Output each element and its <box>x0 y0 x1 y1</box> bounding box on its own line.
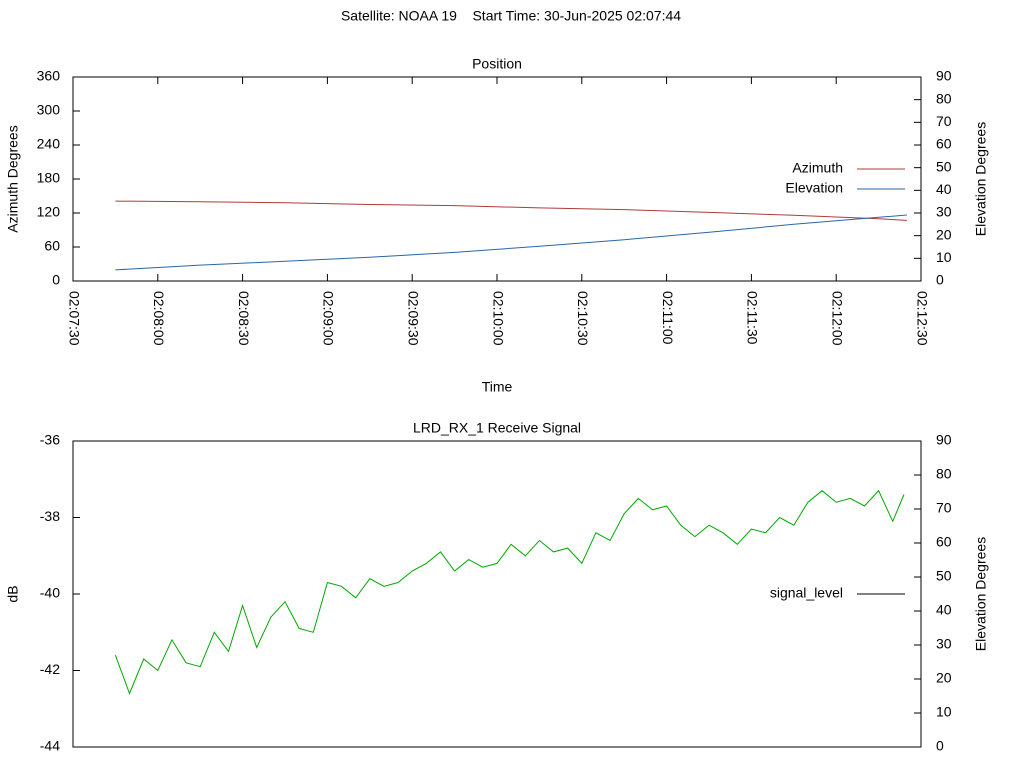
y2-tick-label: 0 <box>936 272 944 288</box>
y2-tick-label: 40 <box>936 602 952 618</box>
y-tick-label: 240 <box>37 136 61 152</box>
y2-tick-label: 0 <box>936 738 944 754</box>
y2-tick-label: 50 <box>936 158 952 174</box>
x-tick-label: 02:09:30 <box>405 291 421 346</box>
x-tick-label: 02:11:30 <box>745 291 761 345</box>
x-tick-label: 02:08:30 <box>236 291 252 346</box>
y-tick-label: -38 <box>40 508 60 524</box>
y2-tick-label: 60 <box>936 136 952 152</box>
y-tick-label: 60 <box>44 238 60 254</box>
legend-label: Elevation <box>785 180 843 196</box>
y-axis-label: Azimuth Degrees <box>5 125 21 232</box>
legend-label: Azimuth <box>792 160 843 176</box>
y-axis-label: dB <box>5 585 21 602</box>
y-tick-label: -36 <box>40 432 60 448</box>
x-tick-label: 02:09:00 <box>321 291 337 346</box>
y2-tick-label: 20 <box>936 226 952 242</box>
y2-tick-label: 90 <box>936 68 952 84</box>
x-tick-label: 02:07:30 <box>66 291 82 346</box>
y2-tick-label: 20 <box>936 670 952 686</box>
data-line <box>115 214 907 271</box>
y2-tick-label: 10 <box>936 249 952 265</box>
x-tick-label: 02:12:00 <box>829 291 845 346</box>
y-tick-label: -42 <box>40 661 60 677</box>
x-tick-label: 02:10:30 <box>575 291 591 346</box>
y2-axis-label: Elevation Degrees <box>973 122 989 236</box>
y2-tick-label: 10 <box>936 704 952 720</box>
y-tick-label: 180 <box>37 170 61 186</box>
x-tick-label: 02:08:00 <box>151 291 167 346</box>
data-line <box>114 489 905 695</box>
y-tick-label: 0 <box>52 272 60 288</box>
y2-tick-label: 80 <box>936 466 952 482</box>
x-tick-label: 02:11:00 <box>660 291 676 345</box>
y2-tick-label: 50 <box>936 568 952 584</box>
y-tick-label: 360 <box>37 68 61 84</box>
y2-tick-label: 30 <box>936 636 952 652</box>
y2-tick-label: 70 <box>936 500 952 516</box>
chart-title: LRD_RX_1 Receive Signal <box>413 420 581 436</box>
y-tick-label: -44 <box>40 738 60 754</box>
x-tick-label: 02:10:00 <box>490 291 506 346</box>
y-tick-label: 300 <box>37 102 61 118</box>
y-tick-label: -40 <box>40 585 60 601</box>
y2-tick-label: 80 <box>936 90 952 106</box>
legend-label: signal_level <box>770 585 843 601</box>
y-tick-label: 120 <box>37 204 61 220</box>
y2-tick-label: 60 <box>936 534 952 550</box>
y2-tick-label: 30 <box>936 204 952 220</box>
y2-axis-label: Elevation Degrees <box>973 537 989 651</box>
x-tick-label: 02:12:30 <box>914 291 930 346</box>
page-title: Satellite: NOAA 19 Start Time: 30-Jun-20… <box>341 8 681 24</box>
y2-tick-label: 40 <box>936 181 952 197</box>
y2-tick-label: 70 <box>936 113 952 129</box>
x-axis-label: Time <box>482 379 513 395</box>
y2-tick-label: 90 <box>936 432 952 448</box>
data-line <box>115 200 907 221</box>
chart-title: Position <box>472 56 522 72</box>
